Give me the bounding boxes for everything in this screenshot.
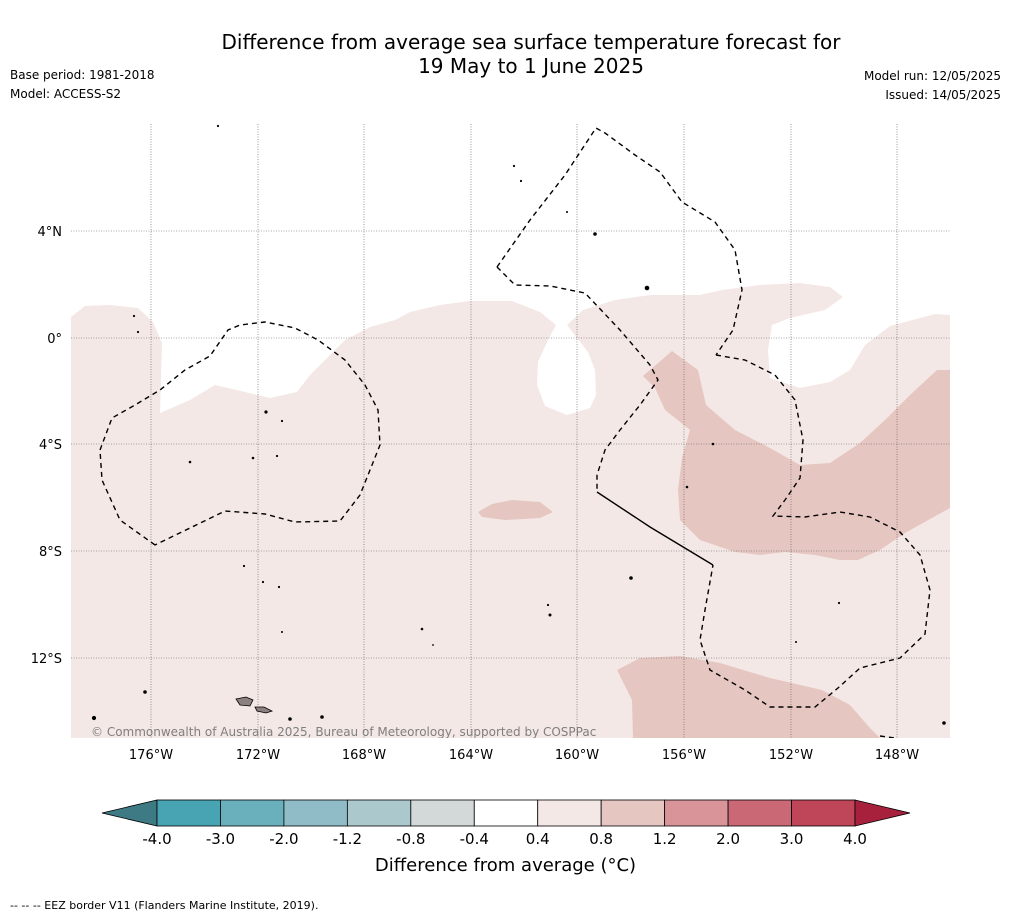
islands	[91, 124, 946, 725]
colorbar-tick-label: 0.8	[589, 830, 613, 848]
colorbar-tick-label: 2.0	[716, 830, 740, 848]
footnote: -- -- -- EEZ border V11 (Flanders Marine…	[10, 899, 319, 912]
samoa-island-savaii	[235, 696, 254, 707]
lon-label: 156°W	[662, 748, 706, 763]
graticule	[71, 124, 950, 738]
metadata-right: Model run: 12/05/2025 Issued: 14/05/2025	[864, 67, 1001, 105]
issued-text: Issued: 14/05/2025	[885, 88, 1001, 102]
eez-border-southeast	[879, 735, 896, 738]
eez-boundary-solid	[596, 491, 714, 566]
colorbar-segment	[727, 799, 792, 827]
colorbar-tick-label: -2.0	[269, 830, 298, 848]
title-line-2: 19 May to 1 June 2025	[418, 54, 644, 78]
colorbar-tick-label: 0.4	[526, 830, 550, 848]
page-title: Difference from average sea surface temp…	[0, 30, 1011, 78]
colorbar-segment	[791, 799, 856, 827]
colorbar-over-arrow	[854, 799, 911, 827]
colorbar-tick-label: 4.0	[843, 830, 867, 848]
colorbar: -4.0 -3.0 -2.0 -1.2 -0.8 -0.4 0.4 0.8 1.2 2.0 3.0 4…	[101, 799, 911, 848]
colorbar-under-arrow	[101, 799, 158, 827]
colorbar-segment	[156, 799, 221, 827]
copyright-text: © Commonwealth of Australia 2025, Bureau…	[91, 725, 596, 739]
colorbar-segment	[664, 799, 729, 827]
model-text: Model: ACCESS-S2	[10, 87, 122, 101]
lat-label: 4°S	[39, 438, 62, 453]
lat-label: 4°N	[38, 225, 63, 240]
eez-border-east	[699, 354, 931, 708]
lat-label: 8°S	[39, 545, 62, 560]
base-period-text: Base period: 1981-2018	[10, 68, 155, 82]
anomaly-region-0.8-1.2-east	[643, 351, 950, 560]
lon-label: 176°W	[129, 748, 173, 763]
anomaly-region-0.8-1.2-south	[617, 656, 880, 738]
colorbar-segment	[283, 799, 348, 827]
lon-label: 160°W	[555, 748, 599, 763]
anomaly-region-0.8-1.2-center	[478, 500, 553, 520]
colorbar-tick-labels: -4.0 -3.0 -2.0 -1.2 -0.8 -0.4 0.4 0.8 1.2 2.0 3.0 4…	[142, 830, 867, 848]
lon-label: 148°W	[875, 748, 919, 763]
colorbar-segment	[410, 799, 475, 827]
eez-border-north	[496, 127, 743, 356]
lat-label: 12°S	[31, 652, 62, 667]
colorbar-segment	[537, 799, 602, 827]
colorbar-title: Difference from average (°C)	[374, 855, 637, 876]
lon-label: 168°W	[342, 748, 386, 763]
lat-label: 0°	[47, 332, 62, 347]
model-run-text: Model run: 12/05/2025	[863, 69, 1001, 83]
title-line-1: Difference from average sea surface temp…	[221, 30, 841, 54]
lon-label: 152°W	[769, 748, 813, 763]
colorbar-segment	[600, 799, 666, 827]
colorbar-segments	[156, 799, 856, 827]
colorbar-tick-label: -0.8	[396, 830, 425, 848]
colorbar-segment	[473, 799, 539, 827]
metadata-left: Base period: 1981-2018 Model: ACCESS-S2	[10, 66, 155, 104]
eez-borders	[99, 127, 931, 738]
latitude-labels: 4°N 0° 4°S 8°S 12°S	[31, 225, 62, 667]
eez-border-west	[99, 321, 381, 546]
samoa-island-upolu	[254, 706, 274, 714]
colorbar-tick-label: 1.2	[653, 830, 677, 848]
lon-label: 172°W	[236, 748, 280, 763]
colorbar-segment	[346, 799, 412, 827]
colorbar-segment	[220, 799, 285, 827]
colorbar-tick-label: -0.4	[460, 830, 489, 848]
longitude-labels: 176°W 172°W 168°W 164°W 160°W 156°W 152°…	[129, 748, 919, 763]
colorbar-tick-label: -4.0	[142, 830, 171, 848]
lon-label: 164°W	[449, 748, 493, 763]
colorbar-tick-label: 3.0	[780, 830, 804, 848]
colorbar-tick-label: -3.0	[206, 830, 235, 848]
eez-border-central-north	[496, 266, 659, 492]
colorbar-tick-label: -1.2	[333, 830, 362, 848]
map-plot-area: © Commonwealth of Australia 2025, Bureau…	[71, 124, 950, 739]
